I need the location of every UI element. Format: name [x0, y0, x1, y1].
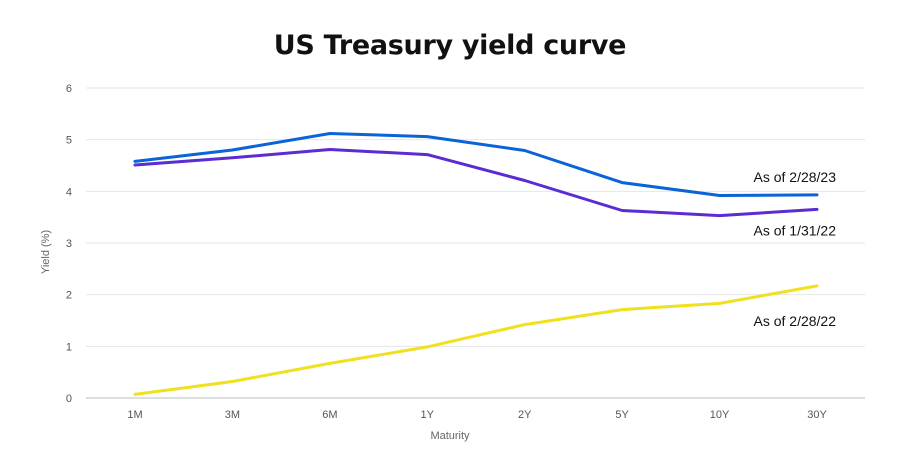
chart-title: US Treasury yield curve — [273, 30, 627, 61]
x-tick-label: 1M — [127, 409, 142, 421]
series-line — [133, 132, 819, 197]
series-line — [133, 284, 819, 396]
y-axis-ticks: 0 1 2 3 4 5 6 — [66, 83, 72, 405]
x-tick-label: 3M — [225, 409, 240, 421]
x-tick-label: 5Y — [615, 409, 629, 421]
y-tick-label: 2 — [66, 290, 72, 302]
x-tick-label: 10Y — [710, 409, 730, 421]
series-label: As of 2/28/23 — [753, 169, 836, 185]
y-axis-label: Yield (%) — [40, 230, 52, 274]
x-tick-label: 30Y — [807, 409, 827, 421]
y-tick-label: 4 — [66, 186, 72, 198]
y-tick-label: 0 — [66, 393, 72, 405]
series-label: As of 2/28/22 — [753, 313, 836, 329]
y-tick-label: 3 — [66, 238, 72, 250]
series-labels: As of 2/28/23 As of 1/31/22 As of 2/28/22 — [753, 169, 836, 329]
x-axis-label: Maturity — [430, 430, 470, 442]
x-tick-label: 2Y — [518, 409, 532, 421]
series-lines — [133, 132, 819, 396]
series-line — [133, 148, 819, 218]
x-tick-label: 6M — [322, 409, 337, 421]
x-axis-ticks: 1M 3M 6M 1Y 2Y 5Y 10Y 30Y — [127, 409, 827, 421]
series-label: As of 1/31/22 — [753, 222, 836, 238]
y-tick-label: 6 — [66, 83, 72, 95]
y-tick-label: 5 — [66, 135, 72, 147]
y-tick-label: 1 — [66, 341, 72, 353]
grid-lines — [86, 87, 865, 399]
x-tick-label: 1Y — [421, 409, 435, 421]
